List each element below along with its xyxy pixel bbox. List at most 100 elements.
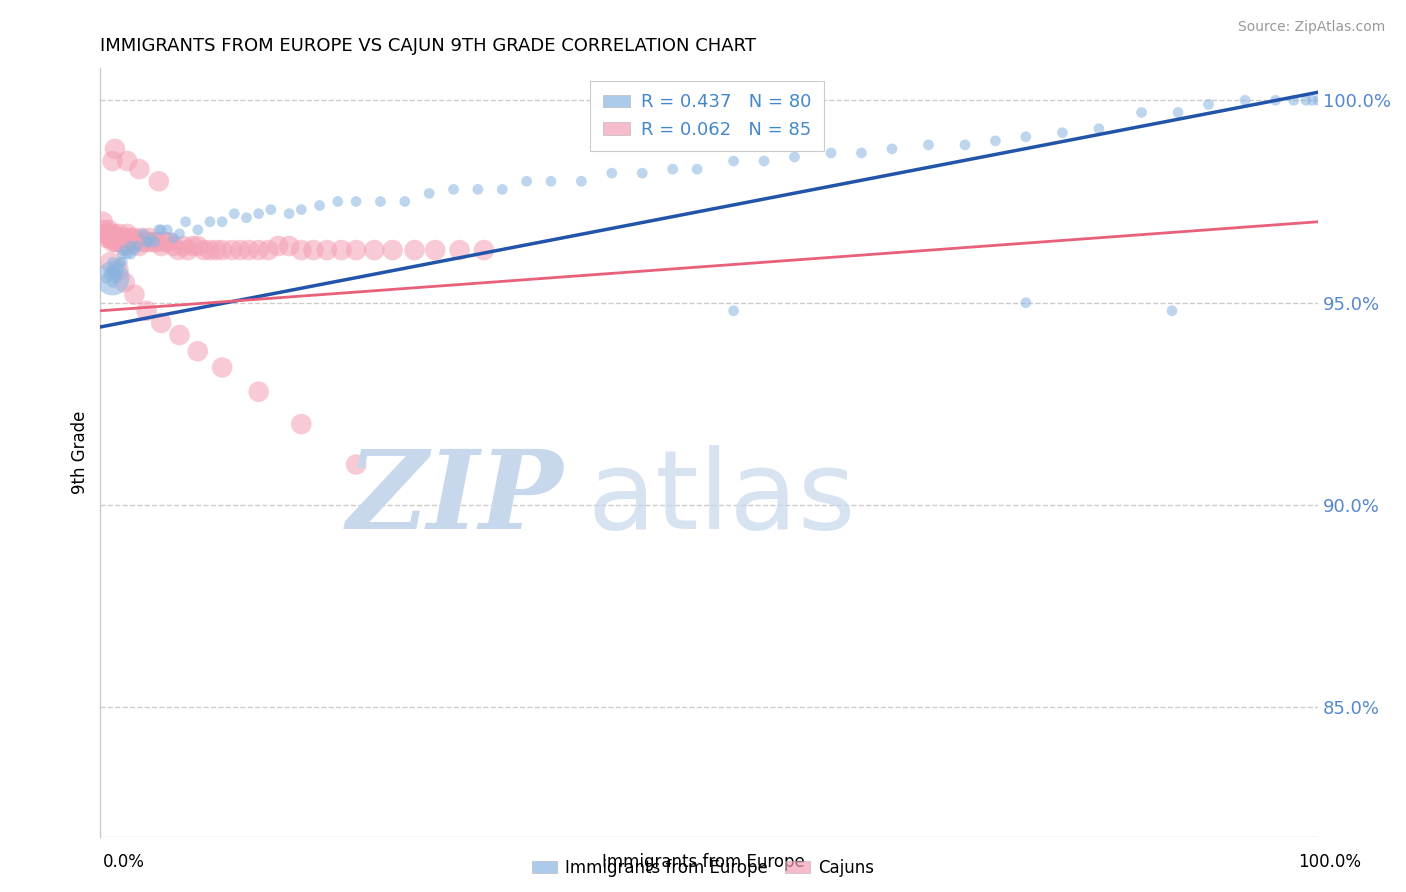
Point: [115, 247, 138, 261]
Point: [235, 211, 257, 225]
Point: [472, 243, 495, 257]
Point: [290, 417, 312, 431]
Point: [114, 243, 136, 257]
Point: [169, 227, 191, 241]
Point: [157, 235, 180, 249]
Point: [98, 231, 121, 245]
Legend: R = 0.437   N = 80, R = 0.062   N = 85: R = 0.437 N = 80, R = 0.062 N = 85: [591, 81, 824, 151]
Point: [141, 231, 163, 245]
Point: [135, 235, 157, 249]
Point: [93, 223, 115, 237]
Point: [132, 227, 155, 241]
Point: [100, 231, 122, 245]
Point: [370, 194, 392, 209]
Point: [491, 182, 513, 196]
Point: [172, 239, 194, 253]
Point: [115, 231, 138, 245]
Point: [211, 215, 233, 229]
Point: [94, 227, 117, 241]
Point: [91, 215, 114, 229]
Text: atlas: atlas: [588, 445, 856, 552]
Point: [134, 235, 156, 249]
Point: [97, 223, 120, 237]
Text: 0.0%: 0.0%: [103, 853, 145, 871]
Point: [105, 268, 128, 282]
Text: 100.0%: 100.0%: [1298, 853, 1361, 871]
Y-axis label: 9th Grade: 9th Grade: [72, 410, 89, 494]
Point: [247, 243, 270, 257]
Point: [117, 235, 139, 249]
Point: [150, 316, 173, 330]
Point: [138, 235, 160, 249]
Point: [238, 243, 260, 257]
Text: Source: ZipAtlas.com: Source: ZipAtlas.com: [1237, 21, 1385, 34]
Point: [162, 239, 184, 253]
Point: [167, 243, 190, 257]
Point: [394, 194, 416, 209]
Point: [105, 271, 128, 285]
Point: [120, 239, 142, 253]
Point: [425, 243, 447, 257]
Text: ZIP: ZIP: [346, 445, 564, 552]
Point: [1161, 303, 1184, 318]
Point: [187, 344, 209, 359]
Point: [97, 268, 120, 282]
Point: [600, 166, 623, 180]
Point: [141, 235, 163, 249]
Point: [105, 231, 128, 245]
Point: [516, 174, 538, 188]
Point: [128, 162, 150, 177]
Point: [193, 243, 215, 257]
Point: [125, 239, 148, 253]
Point: [104, 231, 127, 245]
Point: [174, 215, 197, 229]
Point: [96, 271, 118, 285]
Point: [443, 182, 465, 196]
Point: [315, 243, 337, 257]
Point: [1295, 93, 1317, 107]
Point: [344, 194, 367, 209]
Point: [449, 243, 471, 257]
Point: [98, 255, 121, 269]
Point: [198, 243, 221, 257]
Point: [98, 227, 121, 241]
Point: [104, 263, 127, 277]
Point: [205, 243, 228, 257]
Point: [290, 243, 312, 257]
Point: [686, 162, 709, 177]
Point: [156, 223, 179, 237]
Point: [1234, 93, 1257, 107]
Point: [569, 174, 592, 188]
Point: [96, 231, 118, 245]
Point: [143, 235, 166, 249]
Point: [418, 186, 440, 201]
Point: [326, 194, 349, 209]
Point: [150, 239, 173, 253]
Point: [467, 182, 489, 196]
Point: [1301, 93, 1323, 107]
Point: [404, 243, 426, 257]
Point: [880, 142, 903, 156]
Point: [851, 145, 873, 160]
Point: [661, 162, 683, 177]
Point: [121, 235, 143, 249]
Point: [124, 243, 146, 257]
Point: [723, 303, 745, 318]
Point: [125, 235, 148, 249]
Point: [540, 174, 562, 188]
Point: [1167, 105, 1189, 120]
Point: [247, 207, 270, 221]
Point: [108, 255, 131, 269]
Point: [103, 268, 125, 282]
Point: [1264, 93, 1286, 107]
Point: [110, 231, 132, 245]
Point: [187, 239, 209, 253]
Point: [917, 137, 939, 152]
Point: [723, 154, 745, 169]
Point: [381, 243, 404, 257]
Point: [257, 243, 280, 257]
Point: [111, 231, 134, 245]
Point: [221, 243, 243, 257]
Point: [169, 328, 191, 343]
Point: [1015, 295, 1038, 310]
